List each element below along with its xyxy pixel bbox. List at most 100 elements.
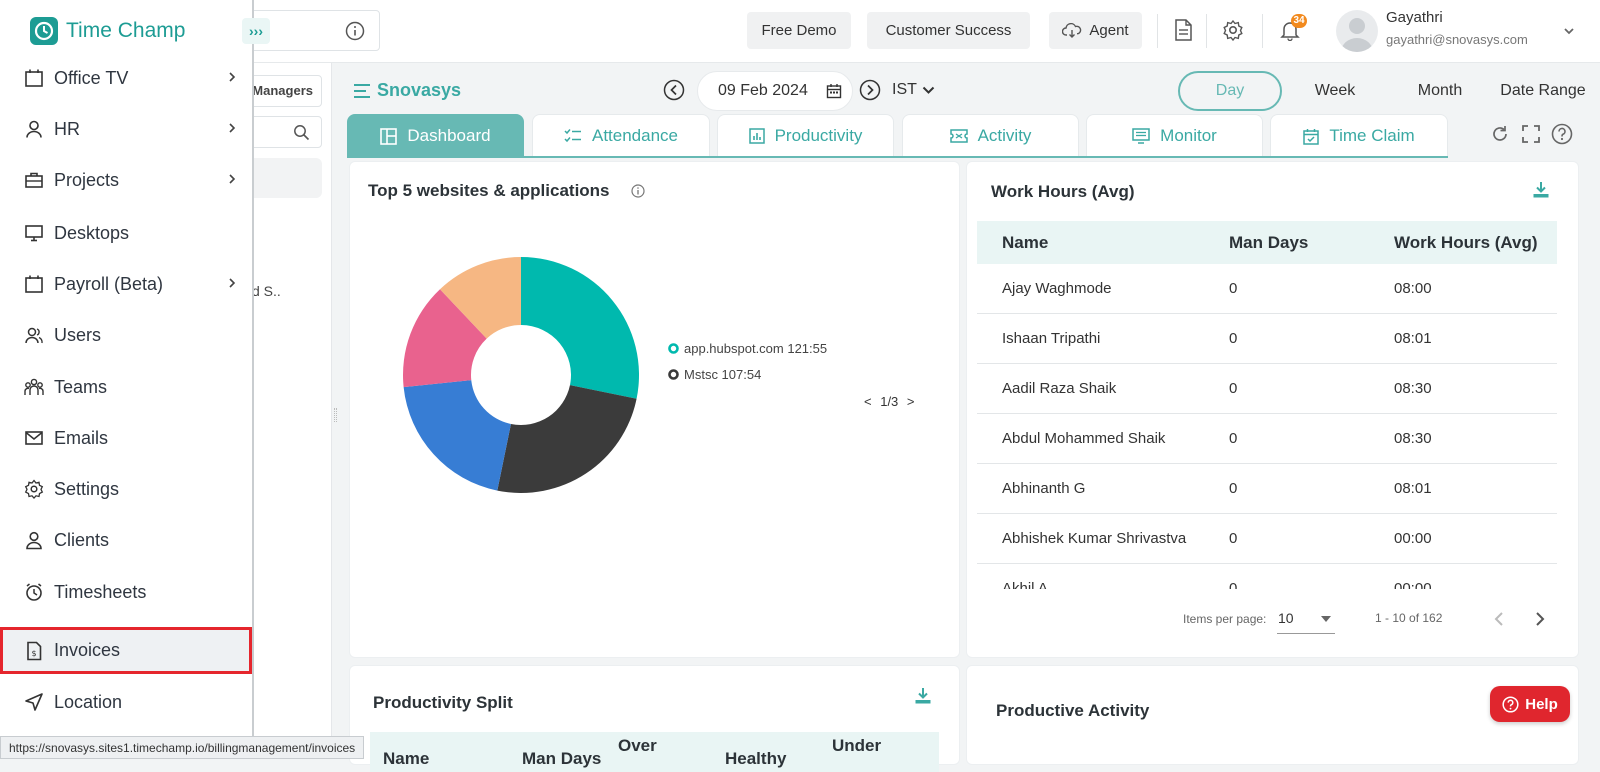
caret-down-icon[interactable] — [1563, 27, 1575, 35]
sidebar-item-clients[interactable]: Clients — [0, 518, 252, 562]
sidebar-item-location[interactable]: Location — [0, 680, 252, 724]
legend-item-hubspot[interactable]: app.hubspot.com 121:55 — [668, 341, 858, 357]
divider — [1157, 14, 1158, 48]
pie-slice[interactable] — [497, 385, 637, 493]
download-icon[interactable] — [914, 687, 932, 705]
legend-prev-icon[interactable]: < — [864, 394, 872, 409]
table-row[interactable]: Aadil Raza Shaik 0 08:30 — [977, 364, 1557, 414]
resize-handle[interactable] — [334, 408, 337, 422]
help-circle-icon[interactable] — [1551, 123, 1573, 145]
sidebar-item-label: Emails — [54, 427, 109, 448]
tab-activity-label: Activity — [977, 126, 1032, 145]
fullscreen-icon[interactable] — [1521, 124, 1541, 144]
range-date-range[interactable]: Date Range — [1495, 71, 1591, 111]
legend-item-mstsc[interactable]: Mstsc 107:54 — [668, 367, 858, 383]
table-row[interactable]: Abhishek Kumar Shrivastva 0 00:00 — [977, 514, 1557, 564]
range-week[interactable]: Week — [1285, 71, 1385, 111]
sidebar-item-label: Payroll (Beta) — [54, 273, 164, 294]
tab-activity[interactable]: Activity — [902, 114, 1079, 157]
tab-time-claim-label: Time Claim — [1329, 126, 1415, 145]
next-date-icon[interactable] — [859, 79, 881, 101]
date-picker[interactable]: 09 Feb 2024 — [697, 71, 853, 111]
cell-man-days: 0 — [1229, 580, 1238, 589]
tab-monitor[interactable]: Monitor — [1086, 114, 1263, 157]
next-page-icon[interactable] — [1534, 611, 1546, 627]
timezone-select[interactable]: IST — [892, 80, 942, 102]
table-row[interactable]: Abhinanth G 0 08:01 — [977, 464, 1557, 514]
user-name: Gayathri — [1386, 9, 1443, 26]
cell-name: Akhil A — [1002, 580, 1048, 589]
sidebar-item-payroll[interactable]: Payroll (Beta) — [0, 262, 252, 306]
sidebar-item-desktops[interactable]: Desktops — [0, 211, 252, 255]
document-icon[interactable] — [1170, 17, 1196, 43]
tab-dashboard-label: Dashboard — [407, 126, 491, 145]
column-header-name[interactable]: Name — [383, 749, 430, 768]
free-demo-button[interactable]: Free Demo — [747, 12, 851, 49]
prev-date-icon[interactable] — [663, 79, 685, 101]
tab-time-claim[interactable]: Time Claim — [1270, 114, 1448, 157]
tab-dashboard[interactable]: Dashboard — [347, 114, 524, 157]
sidebar-item-users[interactable]: Users — [0, 313, 252, 357]
sidebar-item-teams[interactable]: Teams — [0, 365, 252, 409]
gear-icon[interactable] — [1220, 17, 1246, 43]
table-row[interactable]: Abdul Mohammed Shaik 0 08:30 — [977, 414, 1557, 464]
sidebar-item-office-tv[interactable]: Office TV — [0, 56, 252, 100]
column-header-name[interactable]: Name — [1002, 233, 1049, 252]
client-icon — [26, 531, 42, 550]
work-hours-title: Work Hours (Avg) — [991, 182, 1135, 201]
sidebar-item-hr[interactable]: HR — [0, 107, 252, 151]
productivity-split-table-header: Name Man Days Over Healthy Under — [370, 732, 939, 772]
column-header-man-days[interactable]: Man Days — [1229, 233, 1309, 252]
download-icon[interactable] — [1532, 181, 1550, 199]
avatar[interactable] — [1336, 10, 1378, 52]
table-row[interactable]: Akhil A 0 00:00 — [977, 564, 1557, 589]
pie-slice[interactable] — [521, 257, 639, 399]
subpanel-truncated-text: d S.. — [252, 283, 281, 299]
refresh-icon[interactable] — [1490, 124, 1510, 144]
column-header-man-days[interactable]: Man Days — [522, 749, 602, 768]
sidebar-item-projects[interactable]: Projects — [0, 158, 252, 202]
sidebar-item-settings[interactable]: Settings — [0, 467, 252, 511]
sidebar-item-timesheets[interactable]: Timesheets — [0, 570, 252, 614]
user-email: gayathri@snovasys.com — [1386, 32, 1528, 47]
info-icon[interactable] — [631, 184, 645, 198]
sidebar-item-label: Settings — [54, 478, 120, 499]
pie-slice[interactable] — [439, 257, 521, 339]
column-header-under[interactable]: Under — [832, 736, 882, 755]
help-button[interactable]: Help — [1490, 686, 1570, 722]
prev-page-icon[interactable] — [1493, 611, 1505, 627]
column-header-work-hours[interactable]: Work Hours (Avg) — [1394, 233, 1538, 252]
range-month[interactable]: Month — [1390, 71, 1490, 111]
cell-name: Aadil Raza Shaik — [1002, 380, 1117, 397]
info-icon[interactable] — [345, 21, 365, 41]
status-url-text: https://snovasys.sites1.timechamp.io/bil… — [9, 740, 356, 755]
items-per-page-select[interactable]: 10 — [1277, 604, 1335, 634]
column-header-over[interactable]: Over — [618, 736, 657, 755]
subpanel-search-input[interactable] — [242, 116, 322, 148]
customer-success-button[interactable]: Customer Success — [867, 12, 1030, 49]
agent-button[interactable]: Agent — [1049, 12, 1142, 49]
chevron-right-icon — [229, 123, 236, 133]
tab-productivity[interactable]: Productivity — [717, 114, 894, 157]
legend-label: Mstsc 107:54 — [684, 367, 762, 382]
bell-icon[interactable]: 34 — [1277, 14, 1307, 43]
range-day[interactable]: Day — [1178, 71, 1282, 111]
cell-work-hours: 08:30 — [1394, 380, 1432, 397]
sidebar-item-invoices[interactable]: $ Invoices — [0, 627, 252, 674]
table-row[interactable]: Ishaan Tripathi 0 08:01 — [977, 314, 1557, 364]
sidebar-item-emails[interactable]: Emails — [0, 416, 252, 460]
managers-filter[interactable]: Managers — [242, 75, 322, 107]
legend-label: app.hubspot.com 121:55 — [684, 341, 828, 356]
pie-slice[interactable] — [403, 380, 511, 491]
subpanel-item[interactable] — [242, 158, 322, 198]
table-row[interactable]: Ajay Waghmode 0 08:00 — [977, 264, 1557, 314]
gear-icon — [24, 479, 44, 499]
legend-next-icon[interactable]: > — [906, 394, 915, 409]
collapse-sidebar-icon[interactable]: ››› — [242, 18, 270, 44]
cell-work-hours: 08:01 — [1394, 480, 1432, 497]
sidebar: Time Champ ››› Office TV HR Projects Des… — [0, 0, 270, 759]
pie-slice[interactable] — [403, 289, 487, 388]
tab-attendance[interactable]: Attendance — [532, 114, 710, 157]
column-header-healthy[interactable]: Healthy — [725, 749, 787, 768]
menu-icon — [354, 84, 370, 98]
